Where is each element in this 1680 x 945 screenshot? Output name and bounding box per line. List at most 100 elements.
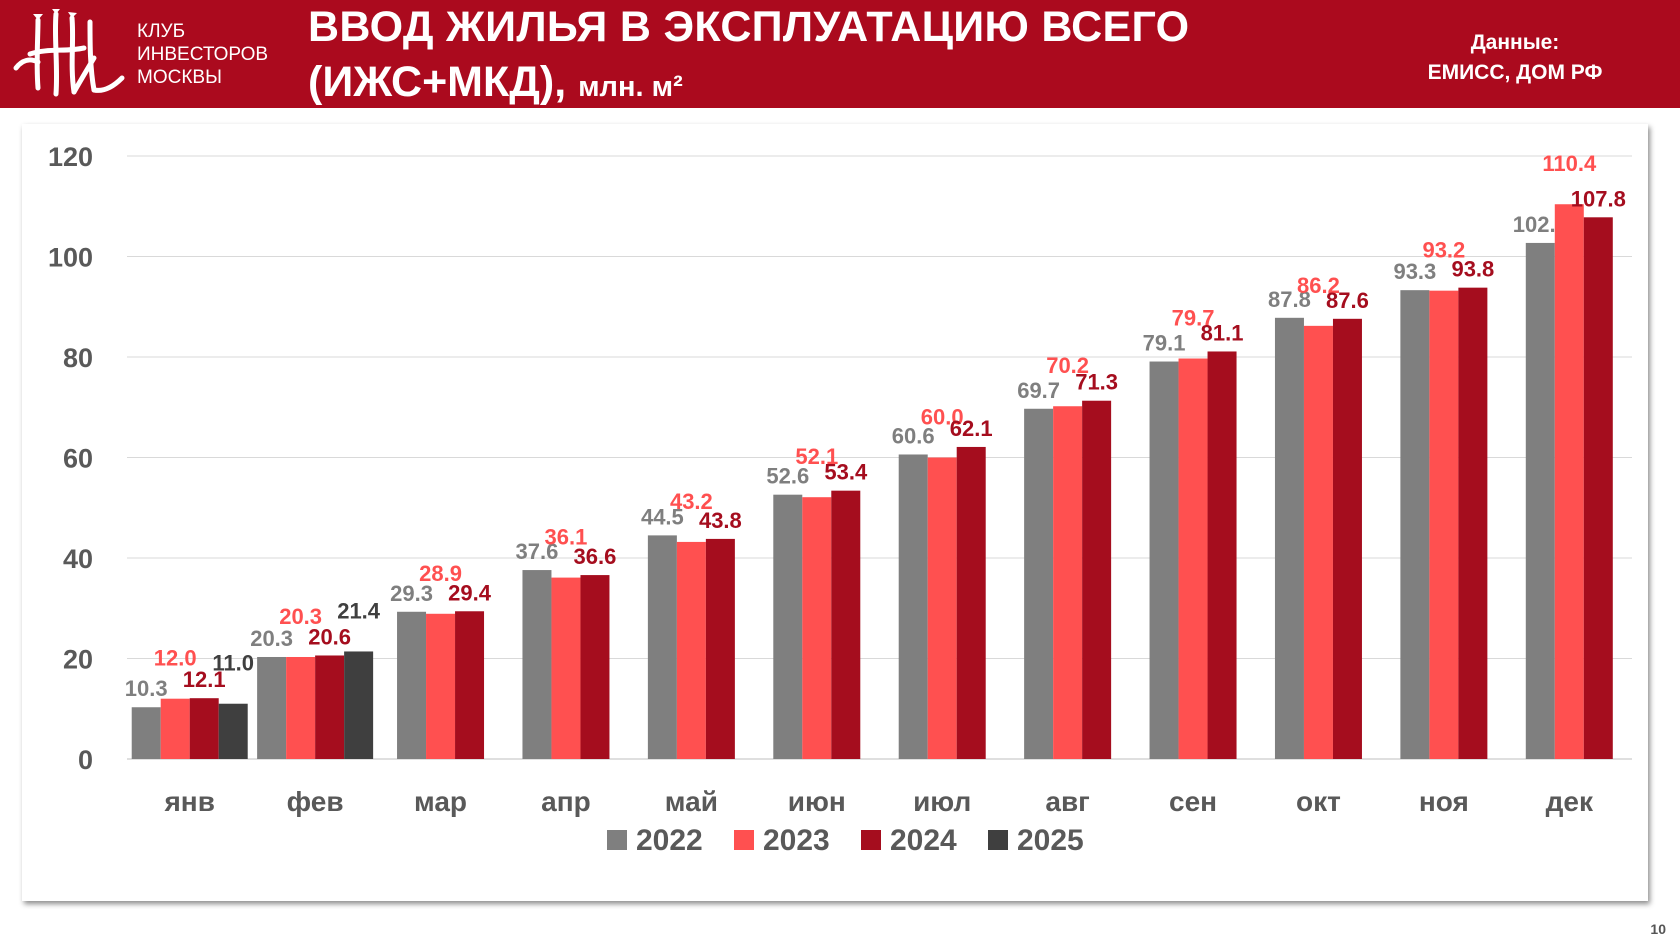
bar-2024 bbox=[831, 490, 861, 759]
page-title-line2: (ИЖС+МКД), млн. м² bbox=[308, 58, 683, 107]
bar-2023 bbox=[676, 541, 706, 759]
bar-2022 bbox=[131, 707, 161, 759]
data-label: 81.1 bbox=[1201, 320, 1244, 345]
legend-entry: 2024 bbox=[890, 824, 957, 857]
bar-2022 bbox=[1274, 317, 1304, 759]
data-label: 28.9 bbox=[419, 561, 462, 586]
x-tick-label: мар bbox=[414, 786, 467, 817]
data-label: 11.0 bbox=[212, 651, 254, 676]
y-tick-label: 100 bbox=[48, 243, 93, 273]
data-label: 12.0 bbox=[154, 646, 197, 671]
legend-entry: 2025 bbox=[1017, 824, 1084, 857]
x-tick-label: окт bbox=[1296, 786, 1341, 817]
club-name-line: МОСКВЫ bbox=[137, 67, 222, 88]
bar-2023 bbox=[927, 457, 957, 759]
x-tick-label: дек bbox=[1546, 786, 1594, 817]
bar-2023 bbox=[1429, 290, 1459, 759]
bar-2023 bbox=[426, 613, 456, 759]
bar-2024 bbox=[1082, 400, 1112, 759]
bar-2023 bbox=[286, 656, 316, 759]
data-label: 20.3 bbox=[279, 604, 322, 629]
legend-swatch bbox=[861, 830, 881, 850]
data-label: 36.1 bbox=[545, 525, 588, 550]
x-tick-label: май bbox=[665, 786, 718, 817]
data-label: 70.2 bbox=[1046, 353, 1089, 378]
bar-2024 bbox=[705, 538, 735, 759]
bar-2024 bbox=[1583, 217, 1613, 759]
bar-2022 bbox=[397, 611, 427, 759]
legend-swatch bbox=[988, 830, 1008, 850]
data-label: 71.3 bbox=[1075, 370, 1118, 395]
bar-2025 bbox=[218, 703, 248, 759]
data-label: 21.4 bbox=[337, 598, 381, 623]
data-label: 36.6 bbox=[574, 544, 617, 569]
data-label: 87.8 bbox=[1268, 287, 1311, 312]
bar-2023 bbox=[1303, 325, 1333, 759]
data-label: 87.6 bbox=[1326, 288, 1369, 313]
data-label: 79.7 bbox=[1172, 306, 1215, 331]
bar-2022 bbox=[1024, 408, 1054, 759]
data-label: 43.8 bbox=[699, 508, 742, 533]
bar-2023 bbox=[802, 497, 832, 759]
data-label: 52.1 bbox=[795, 444, 838, 469]
x-tick-label: июл bbox=[913, 786, 971, 817]
bar-2023 bbox=[1178, 358, 1208, 759]
data-label: 10.3 bbox=[125, 676, 168, 701]
x-tick-label: июн bbox=[788, 786, 846, 817]
data-label: 60.6 bbox=[892, 423, 935, 448]
y-tick-label: 120 bbox=[48, 142, 93, 172]
bar-2024 bbox=[956, 446, 986, 759]
bar-2023 bbox=[1554, 204, 1584, 759]
data-source-label: Данные: bbox=[1470, 31, 1560, 54]
bar-2025 bbox=[344, 651, 374, 759]
bar-2024 bbox=[189, 698, 219, 759]
data-label: 110.4 bbox=[1542, 151, 1597, 176]
bar-2022 bbox=[1400, 290, 1430, 759]
bar-2022 bbox=[647, 535, 677, 759]
data-label: 37.6 bbox=[516, 539, 559, 564]
data-label: 79.1 bbox=[1143, 331, 1186, 356]
data-label: 93.2 bbox=[1422, 238, 1465, 263]
bar-2022 bbox=[522, 570, 552, 759]
y-tick-label: 80 bbox=[63, 343, 93, 373]
x-tick-label: янв bbox=[163, 786, 214, 817]
data-label: 29.4 bbox=[448, 580, 492, 605]
page-number: 10 bbox=[1650, 921, 1666, 937]
bar-2023 bbox=[551, 577, 581, 759]
data-label: 52.6 bbox=[766, 464, 809, 489]
data-label: 29.3 bbox=[390, 581, 433, 606]
data-label: 53.4 bbox=[824, 460, 868, 485]
page-title-unit: млн. м² bbox=[578, 71, 683, 103]
bar-2022 bbox=[898, 454, 928, 759]
x-tick-label: апр bbox=[541, 786, 591, 817]
data-source-value: ЕМИСС, ДОМ РФ bbox=[1427, 61, 1603, 84]
bar-2024 bbox=[1458, 287, 1488, 759]
data-label: 62.1 bbox=[950, 416, 993, 441]
data-label: 60.0 bbox=[921, 405, 964, 430]
page-title-main: (ИЖС+МКД), bbox=[308, 58, 567, 106]
bar-2022 bbox=[1149, 361, 1179, 759]
data-label: 86.2 bbox=[1297, 273, 1340, 298]
data-label: 44.5 bbox=[641, 504, 684, 529]
bar-2022 bbox=[1525, 242, 1555, 759]
club-name-line: КЛУБ bbox=[137, 21, 186, 42]
chart-panel: 0 20 40 60 80 100 120 10.3 12.0 12.1 11.0 янв 20.3 20… bbox=[22, 124, 1648, 901]
bar-2024 bbox=[580, 575, 610, 759]
y-tick-label: 0 bbox=[78, 745, 93, 775]
header-banner: КЛУБ ИНВЕСТОРОВ МОСКВЫ ВВОД ЖИЛЬЯ В ЭКСП… bbox=[0, 0, 1680, 108]
data-label: 20.3 bbox=[250, 626, 293, 651]
y-tick-label: 20 bbox=[63, 645, 93, 675]
x-tick-label: сен bbox=[1169, 786, 1217, 817]
data-label: 43.2 bbox=[670, 489, 713, 514]
bar-2024 bbox=[1207, 351, 1237, 759]
data-label: 20.6 bbox=[308, 624, 351, 649]
bar-2024 bbox=[455, 611, 485, 759]
data-label: 69.7 bbox=[1017, 378, 1060, 403]
bar-2023 bbox=[1053, 406, 1083, 759]
y-tick-label: 40 bbox=[63, 544, 93, 574]
bar-2023 bbox=[160, 698, 190, 759]
data-label: 93.8 bbox=[1451, 257, 1494, 282]
club-name: КЛУБ ИНВЕСТОРОВ МОСКВЫ bbox=[137, 20, 268, 89]
bar-2022 bbox=[257, 656, 287, 759]
page-title-line1: ВВОД ЖИЛЬЯ В ЭКСПЛУАТАЦИЮ ВСЕГО bbox=[308, 3, 1190, 51]
